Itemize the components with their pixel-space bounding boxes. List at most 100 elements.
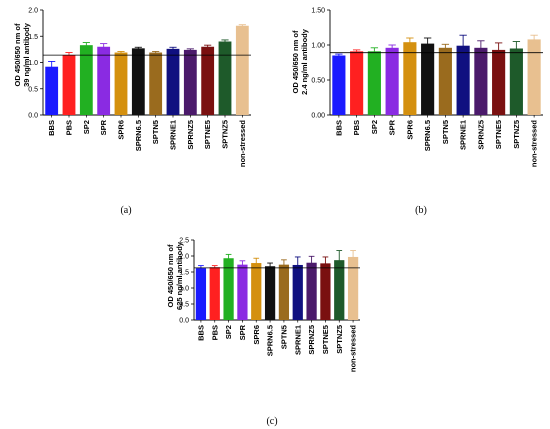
panel-b-bar-sptn5 xyxy=(438,47,452,115)
panel-c-ytick-label: 2.0 xyxy=(179,254,189,261)
panel-a-category-label: SPR xyxy=(99,119,108,135)
panel-c-category-label: SPTNE5 xyxy=(321,325,330,354)
panel-b-category-label: SP2 xyxy=(370,120,379,134)
panel-c-bar-sprnz5 xyxy=(306,262,317,320)
panel-b-category-label: SPRNE1 xyxy=(459,120,468,150)
panel-b-bar-spr xyxy=(385,47,399,115)
panel-a-category-label: SPRNZ5 xyxy=(186,120,195,150)
panel-c-bar-sptne5 xyxy=(320,263,331,320)
panel-b-bar-sptnz5 xyxy=(509,48,523,115)
panel-c-bar-sp2 xyxy=(223,258,234,320)
panel-a-ylabel-line1: OD 450/650 nm of xyxy=(13,23,22,86)
panel-c-ytick-label: 1.5 xyxy=(179,270,189,277)
panel-a-category-label: SPTN5 xyxy=(151,120,160,144)
panel-a-category-label: SPTNZ5 xyxy=(221,120,230,149)
panel-b-category-label: SPTNE5 xyxy=(494,120,503,149)
panel-a: OD 450/650 nm of 39 ng/ml antibody 0.00.… xyxy=(13,8,251,216)
panel-a-bar-pbs xyxy=(62,55,76,115)
panel-a-bar-non-stressed xyxy=(235,25,249,115)
panel-b-ytick-label: 0.50 xyxy=(311,78,325,85)
panel-b-category-label: SPR6 xyxy=(405,120,414,140)
panel-b-bar-bbs xyxy=(332,55,346,115)
panel-a-bar-sp2 xyxy=(79,45,93,115)
panel-b-ytick-label: 1.50 xyxy=(311,8,325,15)
panel-c-category-label: SP2 xyxy=(224,325,233,339)
panel-c-category-label: SPR6 xyxy=(252,325,261,345)
panel-a-category-label: SPR6 xyxy=(117,120,126,140)
panel-c-bar-sptn5 xyxy=(278,264,290,320)
panel-b-category-label: SPTN5 xyxy=(441,120,450,144)
panel-b: OD 450/650 nm of 2.4 ng/ml antibody 0.00… xyxy=(291,8,543,216)
panel-c-ylabel-line1: OD 450/650 nm of xyxy=(166,244,175,307)
panel-a-plot: 0.0 0.5 1.0 1.5 2.0 BBS PBS SP2 SPR SPR6 SPRN6.5 SP… xyxy=(28,8,251,168)
panel-b-bar-sprnz5 xyxy=(474,47,488,115)
panel-a-ytick-label: 1.0 xyxy=(28,60,38,67)
panel-b-bar-sprn6-5 xyxy=(421,43,435,115)
panel-c-category-label: SPRN6.5 xyxy=(266,325,275,356)
panel-c-bar-spr6 xyxy=(251,263,262,320)
panel-b-ytick-label: 0.00 xyxy=(311,113,325,120)
panel-b-bar-spr6 xyxy=(403,42,417,116)
panel-a-bar-sptn5 xyxy=(149,52,163,115)
panel-a-category-label: SPTNE5 xyxy=(203,120,212,149)
panel-c-ylabel-line2: 625 ng/ml antibody xyxy=(175,241,184,310)
panel-a-bar-sptne5 xyxy=(201,46,215,115)
panel-c-bar-spr xyxy=(237,264,248,320)
panel-a-bar-sprn6-5 xyxy=(131,48,145,116)
panel-a-bar-sptnz5 xyxy=(218,41,232,115)
panel-a-ytick-label: 0.0 xyxy=(28,113,38,120)
panel-c-category-label: SPR xyxy=(238,324,247,340)
panel-b-category-label: SPRN6.5 xyxy=(423,120,432,151)
panel-b-category-label: BBS xyxy=(334,120,343,136)
panel-c-bar-pbs xyxy=(209,267,220,320)
panel-c-bar-sprne1 xyxy=(292,264,303,320)
panel-a-category-label: SPRN6.5 xyxy=(134,120,143,151)
panel-c-label: (c) xyxy=(266,416,277,427)
panel-b-ylabel-line2: 2.4 ng/ml antibody xyxy=(300,28,309,95)
panel-b-bar-pbs xyxy=(350,51,364,115)
panel-b-category-label: SPR xyxy=(388,119,397,135)
panel-c-bar-non-stressed xyxy=(347,256,359,320)
panel-b-label: (b) xyxy=(415,205,427,216)
panel-b-category-label: SPRNZ5 xyxy=(476,120,485,150)
panel-a-label: (a) xyxy=(120,205,131,216)
panel-c-bar-sptnz5 xyxy=(334,260,345,320)
panel-a-category-label: BBS xyxy=(47,120,56,136)
panel-c-category-label: SPRNE1 xyxy=(293,325,302,355)
panel-c-category-label: SPTN5 xyxy=(279,325,288,349)
panel-b-ylabel-line1: OD 450/650 nm of xyxy=(291,30,300,93)
panel-b-ytick-label: 1.00 xyxy=(311,43,325,50)
panel-a-bar-sprne1 xyxy=(166,48,180,115)
panel-a-bar-bbs xyxy=(45,66,59,115)
panel-a-bar-sprnz5 xyxy=(183,49,197,115)
panel-b-bar-sptne5 xyxy=(492,49,506,115)
panel-a-category-label: SP2 xyxy=(82,120,91,134)
panel-c-category-label: BBS xyxy=(196,325,205,341)
panel-c-bar-sprn6-5 xyxy=(264,266,276,320)
panel-c-category-label: PBS xyxy=(210,325,219,340)
panel-a-category-label: non-stressed xyxy=(238,120,247,168)
panel-a-ytick-label: 0.5 xyxy=(28,86,38,93)
panel-c-bar-bbs xyxy=(195,268,207,320)
panel-a-category-label: PBS xyxy=(65,120,74,135)
panel-a-ytick-label: 2.0 xyxy=(28,8,38,15)
panel-a-category-label: SPRNE1 xyxy=(169,120,178,150)
panel-a-ylabel-line2: 39 ng/ml antibody xyxy=(22,22,31,87)
panel-c-ytick-label: 2.5 xyxy=(179,238,189,245)
panel-c-plot: 0.0 0.5 1.0 1.5 2.0 2.5 BBS PBS SP2 SPR SPR6 SPRN6.… xyxy=(179,238,360,373)
panel-b-bar-sp2 xyxy=(367,51,381,115)
panel-c-category-label: non-stressed xyxy=(349,325,358,373)
panel-a-ytick-label: 1.5 xyxy=(28,34,38,41)
panel-c-category-label: SPRNZ5 xyxy=(307,325,316,355)
panel-b-bar-sprne1 xyxy=(456,45,470,116)
panel-c-category-label: SPTNZ5 xyxy=(335,325,344,354)
panel-c-ytick-label: 1.0 xyxy=(179,286,189,293)
panel-c: OD 450/650 nm of 625 ng/ml antibody 0.00… xyxy=(166,238,360,427)
panel-b-category-label: PBS xyxy=(352,120,361,135)
panel-a-bar-spr xyxy=(97,46,111,115)
panel-b-category-label: non-stressed xyxy=(530,120,539,168)
panel-c-ytick-label: 0.0 xyxy=(179,318,189,325)
panel-b-bar-non-stressed xyxy=(527,39,541,115)
panel-b-category-label: SPTNZ5 xyxy=(512,120,521,149)
